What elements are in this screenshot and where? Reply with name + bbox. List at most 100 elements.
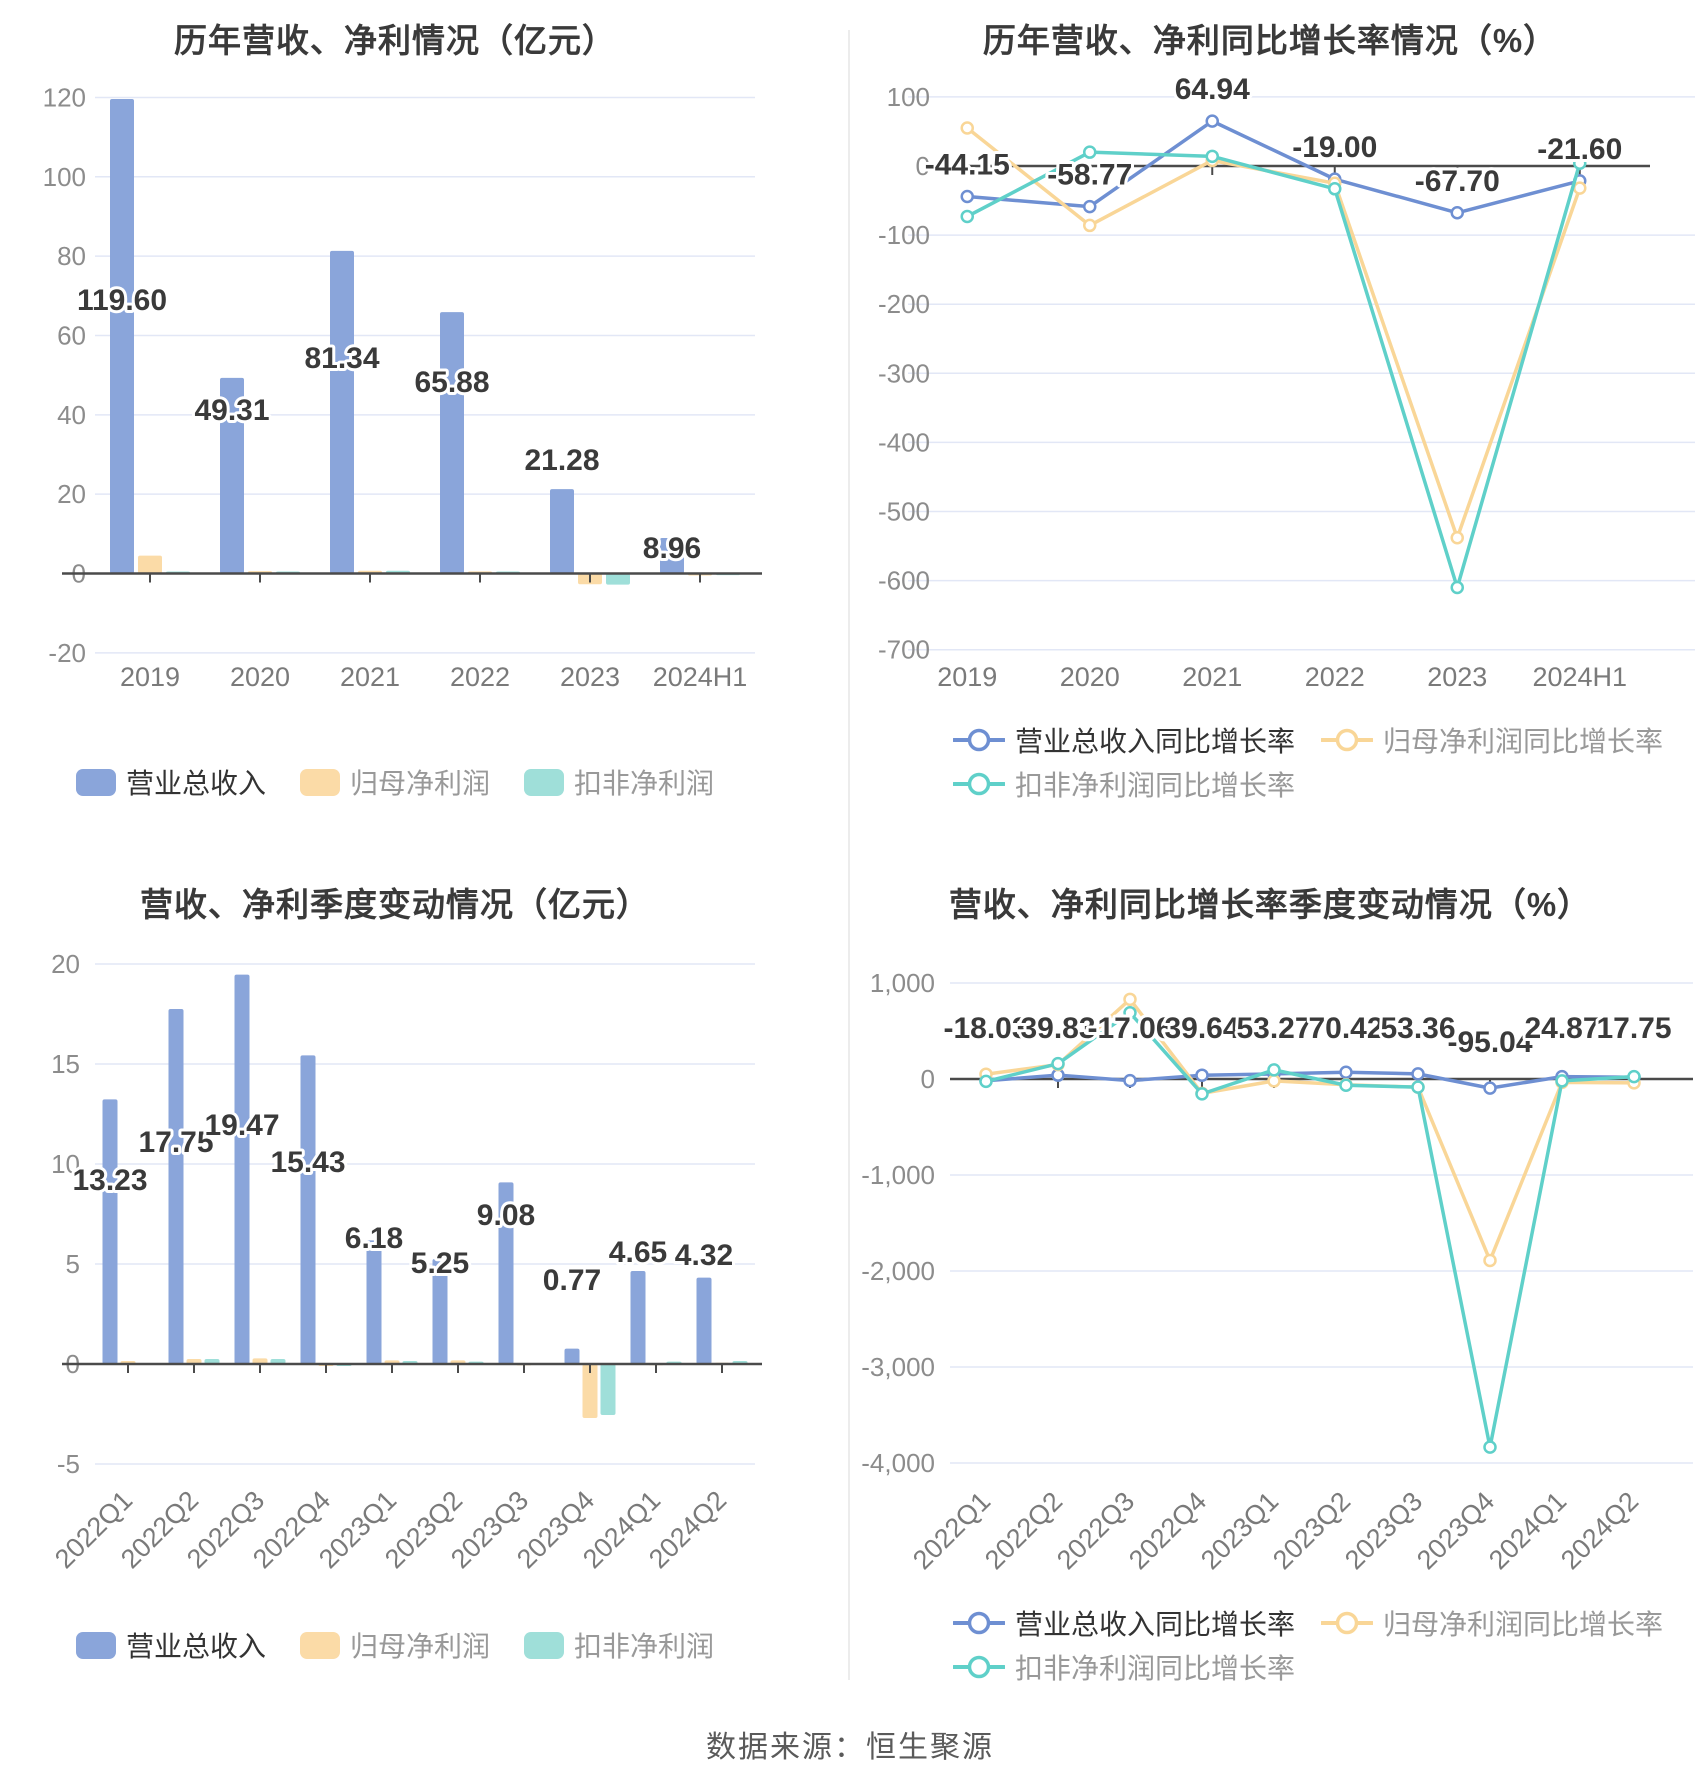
data-point [1573, 156, 1587, 170]
data-source: 数据来源：恒生聚源 [706, 1731, 994, 1764]
legend-item-net-profit[interactable]: 归母净利润同比增长率 [1321, 720, 1663, 760]
svg-text:2022Q1: 2022Q1 [907, 1486, 996, 1575]
line-series-non-gaap[interactable] [960, 145, 1587, 595]
svg-text:2024H1: 2024H1 [1532, 662, 1627, 692]
svg-text:53.27: 53.27 [1236, 1012, 1311, 1045]
data-labels: 119.60 49.31 81.34 65.88 21.28 8.96 [74, 281, 704, 568]
data-point [1573, 181, 1587, 195]
svg-text:20: 20 [57, 479, 86, 509]
svg-text:17.75: 17.75 [1596, 1012, 1671, 1045]
svg-text:4.65: 4.65 [609, 1236, 667, 1269]
legend-item-label: 扣非净利润 [574, 1631, 715, 1662]
data-point [1123, 992, 1137, 1007]
svg-text:9.08: 9.08 [477, 1199, 535, 1232]
svg-text:-100: -100 [878, 220, 930, 250]
svg-text:21.28: 21.28 [524, 444, 599, 477]
legend-line-icon [953, 772, 1005, 796]
bar [660, 537, 684, 574]
legend-item-revenue[interactable]: 营业总收入同比增长率 [953, 720, 1295, 760]
data-point [1339, 1065, 1353, 1079]
svg-text:-5: -5 [57, 1449, 80, 1479]
legend-swatch [524, 1631, 564, 1659]
legend-item-non-gaap[interactable]: 扣非净利润 [524, 762, 714, 802]
legend-item-net-profit[interactable]: 归母净利润 [299, 762, 490, 802]
bar [600, 1364, 616, 1415]
bar [110, 99, 134, 574]
svg-text:2024Q1: 2024Q1 [1483, 1486, 1572, 1575]
legend-item-label: 营业总收入 [125, 768, 266, 799]
svg-text:2024Q2: 2024Q2 [1555, 1486, 1644, 1575]
legend-item-label: 归母净利润 [349, 768, 490, 799]
legend-item-label: 归母净利润 [349, 1631, 490, 1662]
legend-item-non-gaap[interactable]: 扣非净利润同比增长率 [953, 764, 1295, 804]
svg-text:2024H1: 2024H1 [653, 662, 748, 692]
svg-text:-2,000: -2,000 [861, 1256, 935, 1286]
svg-text:-18.03: -18.03 [943, 1012, 1028, 1045]
bar-series-revenue[interactable] [102, 974, 712, 1364]
data-point [1339, 1078, 1353, 1092]
x-axis-labels: 2019 2020 2021 2022 2023 2024H1 [120, 662, 747, 692]
bar [696, 1277, 712, 1364]
svg-text:2021: 2021 [1182, 662, 1242, 692]
quarterly-bar-title: 营收、净利季度变动情况（亿元） [140, 886, 650, 923]
svg-text:15.43: 15.43 [270, 1146, 345, 1179]
svg-text:-600: -600 [878, 566, 930, 596]
bar [630, 1271, 646, 1364]
legend-item-label: 归母净利润同比增长率 [1383, 726, 1664, 757]
svg-text:2022: 2022 [1305, 662, 1365, 692]
data-point [960, 209, 974, 224]
legend-item-non-gaap[interactable]: 扣非净利润同比增长率 [953, 1647, 1295, 1687]
svg-text:-67.70: -67.70 [1415, 165, 1500, 198]
svg-text:65.88: 65.88 [414, 366, 489, 399]
svg-text:1,000: 1,000 [870, 968, 935, 998]
svg-text:40: 40 [57, 400, 86, 430]
legend-item-non-gaap[interactable]: 扣非净利润 [524, 1625, 714, 1665]
svg-text:2022Q4: 2022Q4 [1123, 1486, 1212, 1575]
gridlines [95, 96, 755, 654]
quarterly-growth-title: 营收、净利同比增长率季度变动情况（%） [948, 886, 1592, 923]
x-axis [62, 1362, 762, 1373]
svg-text:15: 15 [51, 1049, 80, 1079]
annual-bar-title: 历年营收、净利情况（亿元） [174, 22, 616, 59]
legend-item-net-profit[interactable]: 归母净利润 [299, 1625, 490, 1665]
line-series-revenue[interactable] [960, 114, 1587, 220]
y-axis-labels: 1,000 0 -1,000 -2,000 -3,000 -4,000 [861, 968, 935, 1478]
svg-text:-19.00: -19.00 [1292, 131, 1377, 164]
gridlines [950, 982, 1693, 1464]
legend-item-label: 扣非净利润同比增长率 [1015, 1653, 1296, 1684]
data-point [1123, 1006, 1137, 1020]
svg-text:39.83: 39.83 [1020, 1012, 1095, 1045]
legend-item-net-profit[interactable]: 归母净利润同比增长率 [1321, 1603, 1663, 1643]
legend-item-revenue[interactable]: 营业总收入 [75, 1625, 266, 1665]
bar-series-revenue[interactable] [110, 99, 684, 574]
svg-text:-95.04: -95.04 [1447, 1026, 1532, 1059]
data-point [1051, 1056, 1065, 1071]
legend-swatch [75, 1631, 116, 1659]
quarterly-bar-legend: 营业总收入 归母净利润 扣非净利润 [0, 1625, 790, 1665]
svg-text:4.32: 4.32 [675, 1239, 733, 1272]
bar [550, 489, 574, 574]
bar-series-net-profit[interactable] [120, 1358, 730, 1418]
svg-text:-58.77: -58.77 [1047, 159, 1132, 192]
bar [102, 1099, 118, 1364]
data-point [1483, 1253, 1497, 1268]
legend-swatch [299, 1631, 340, 1659]
data-point [960, 189, 974, 204]
data-labels: -18.0339.83-17.0639.6453.2770.4253.36-95… [940, 1009, 1674, 1062]
svg-text:5.25: 5.25 [411, 1247, 469, 1280]
legend-line-icon [953, 728, 1005, 752]
svg-text:-1,000: -1,000 [861, 1160, 935, 1190]
legend-item-revenue[interactable]: 营业总收入 [75, 762, 266, 802]
bar [234, 974, 250, 1364]
legend-line-icon [953, 1611, 1005, 1635]
line-series-non-gaap[interactable] [979, 1006, 1641, 1454]
svg-text:2020: 2020 [230, 662, 290, 692]
data-point [1411, 1080, 1425, 1094]
svg-text:2023Q2: 2023Q2 [1267, 1486, 1356, 1575]
legend-item-revenue[interactable]: 营业总收入同比增长率 [953, 1603, 1295, 1643]
svg-text:2020: 2020 [1060, 662, 1120, 692]
svg-text:2023: 2023 [1427, 662, 1487, 692]
data-point [1483, 1440, 1497, 1454]
